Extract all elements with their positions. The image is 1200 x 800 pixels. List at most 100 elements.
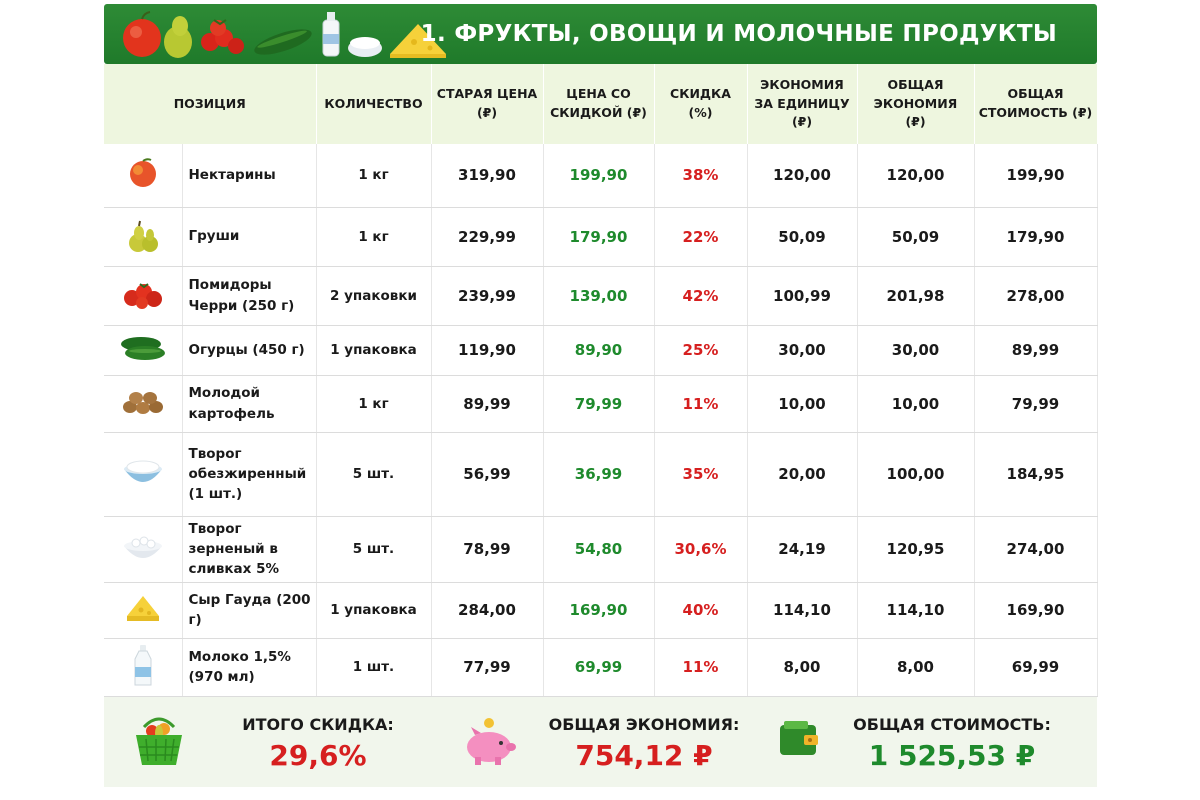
old-price: 119,90 — [431, 325, 544, 376]
discount-price: 36,99 — [543, 432, 655, 517]
discount-price: 169,90 — [543, 582, 655, 639]
discount-price: 139,00 — [543, 266, 655, 326]
discount-price: 89,90 — [543, 325, 655, 376]
item-name: Нектарины — [182, 144, 317, 208]
discount-percent: 11% — [654, 638, 748, 697]
unit-savings: 20,00 — [747, 432, 858, 517]
pear-icon — [104, 207, 183, 267]
item-name: Сыр Гауда (200 г) — [182, 582, 317, 639]
unit-savings: 100,99 — [747, 266, 858, 326]
discount-percent: 40% — [654, 582, 748, 639]
discount-price: 54,80 — [543, 516, 655, 583]
discount-price: 199,90 — [543, 144, 655, 208]
total-cost: 199,90 — [974, 144, 1098, 208]
grain-curd-bowl-icon — [104, 516, 183, 583]
col-header-quantity: КОЛИЧЕСТВО — [316, 64, 432, 144]
item-quantity: 1 кг — [316, 207, 432, 267]
unit-savings: 120,00 — [747, 144, 858, 208]
col-header-position: ПОЗИЦИЯ — [104, 64, 317, 144]
cottage-cheese-bowl-icon — [104, 432, 183, 517]
col-header-old-price: СТАРАЯ ЦЕНА (₽) — [431, 64, 544, 144]
col-header-unit-savings: ЭКОНОМИЯ ЗА ЕДИНИЦУ (₽) — [747, 64, 858, 144]
nectarine-icon — [104, 144, 183, 208]
total-savings: 100,00 — [857, 432, 975, 517]
produce-illustration — [123, 11, 446, 58]
unit-savings: 24,19 — [747, 516, 858, 583]
item-name: Груши — [182, 207, 317, 267]
unit-savings: 8,00 — [747, 638, 858, 697]
total-cost: 169,90 — [974, 582, 1098, 639]
total-discount-value: 29,6% — [269, 739, 367, 772]
old-price: 284,00 — [431, 582, 544, 639]
table-row: Груши 1 кг 229,99 179,90 22% 50,09 50,09… — [104, 207, 1098, 267]
item-quantity: 1 упаковка — [316, 582, 432, 639]
total-savings: 120,95 — [857, 516, 975, 583]
discount-percent: 25% — [654, 325, 748, 376]
table-row: Молодой картофель 1 кг 89,99 79,99 11% 1… — [104, 375, 1098, 433]
price-sheet: 1. ФРУКТЫ, ОВОЩИ И МОЛОЧНЫЕ ПРОДУКТЫ ПОЗ… — [104, 4, 1098, 697]
total-savings-value: 754,12 ₽ — [575, 739, 713, 772]
item-quantity: 2 упаковки — [316, 266, 432, 326]
item-quantity: 1 кг — [316, 144, 432, 208]
unit-savings: 30,00 — [747, 325, 858, 376]
table-row: Нектарины 1 кг 319,90 199,90 38% 120,00 … — [104, 144, 1098, 208]
total-cost: 89,99 — [974, 325, 1098, 376]
total-cost-value: 1 525,53 ₽ — [868, 739, 1036, 772]
item-quantity: 5 шт. — [316, 516, 432, 583]
discount-percent: 35% — [654, 432, 748, 517]
cheese-icon — [104, 582, 183, 639]
summary-panel: ИТОГО СКИДКА: 29,6% ОБЩАЯ ЭКОНОМИЯ: 754,… — [104, 697, 1097, 787]
potato-icon — [104, 375, 183, 433]
total-cost: 69,99 — [974, 638, 1098, 697]
table-row: Молоко 1,5% (970 мл) 1 шт. 77,99 69,99 1… — [104, 638, 1098, 697]
old-price: 319,90 — [431, 144, 544, 208]
item-quantity: 1 упаковка — [316, 325, 432, 376]
basket-icon — [136, 717, 182, 765]
piggy-bank-icon — [467, 718, 516, 765]
old-price: 56,99 — [431, 432, 544, 517]
cucumber-icon — [104, 325, 183, 376]
discount-price: 79,99 — [543, 375, 655, 433]
price-table: ПОЗИЦИЯ КОЛИЧЕСТВО СТАРАЯ ЦЕНА (₽) ЦЕНА … — [104, 64, 1098, 697]
old-price: 89,99 — [431, 375, 544, 433]
discount-price: 179,90 — [543, 207, 655, 267]
title-banner: 1. ФРУКТЫ, ОВОЩИ И МОЛОЧНЫЕ ПРОДУКТЫ — [104, 4, 1097, 64]
item-quantity: 1 шт. — [316, 638, 432, 697]
milk-bottle-icon — [104, 638, 183, 697]
discount-percent: 11% — [654, 375, 748, 433]
cherry-tomato-icon — [104, 266, 183, 326]
unit-savings: 10,00 — [747, 375, 858, 433]
total-savings: 201,98 — [857, 266, 975, 326]
total-savings: 8,00 — [857, 638, 975, 697]
old-price: 78,99 — [431, 516, 544, 583]
col-header-discount-percent: СКИДКА (%) — [654, 64, 748, 144]
item-quantity: 5 шт. — [316, 432, 432, 517]
total-savings-label: ОБЩАЯ ЭКОНОМИЯ: — [548, 715, 740, 734]
item-quantity: 1 кг — [316, 375, 432, 433]
discount-percent: 42% — [654, 266, 748, 326]
total-savings: 114,10 — [857, 582, 975, 639]
total-cost: 184,95 — [974, 432, 1098, 517]
total-cost: 179,90 — [974, 207, 1098, 267]
table-row: Творог зерненый в сливках 5% 5 шт. 78,99… — [104, 516, 1098, 583]
total-discount-label: ИТОГО СКИДКА: — [242, 715, 394, 734]
discount-percent: 38% — [654, 144, 748, 208]
total-savings: 30,00 — [857, 325, 975, 376]
page-title: 1. ФРУКТЫ, ОВОЩИ И МОЛОЧНЫЕ ПРОДУКТЫ — [420, 21, 1057, 47]
old-price: 239,99 — [431, 266, 544, 326]
unit-savings: 114,10 — [747, 582, 858, 639]
table-row: Огурцы (450 г) 1 упаковка 119,90 89,90 2… — [104, 325, 1098, 376]
item-name: Творог зерненый в сливках 5% — [182, 516, 317, 583]
total-savings: 120,00 — [857, 144, 975, 208]
total-savings: 50,09 — [857, 207, 975, 267]
total-cost: 278,00 — [974, 266, 1098, 326]
item-name: Творог обезжиренный (1 шт.) — [182, 432, 317, 517]
discount-price: 69,99 — [543, 638, 655, 697]
table-header: ПОЗИЦИЯ КОЛИЧЕСТВО СТАРАЯ ЦЕНА (₽) ЦЕНА … — [104, 64, 1098, 144]
table-row: Творог обезжиренный (1 шт.) 5 шт. 56,99 … — [104, 432, 1098, 517]
total-cost-label: ОБЩАЯ СТОИМОСТЬ: — [853, 715, 1051, 734]
item-name: Молодой картофель — [182, 375, 317, 433]
item-name: Молоко 1,5% (970 мл) — [182, 638, 317, 697]
discount-percent: 22% — [654, 207, 748, 267]
table-row: Помидоры Черри (250 г) 2 упаковки 239,99… — [104, 266, 1098, 326]
